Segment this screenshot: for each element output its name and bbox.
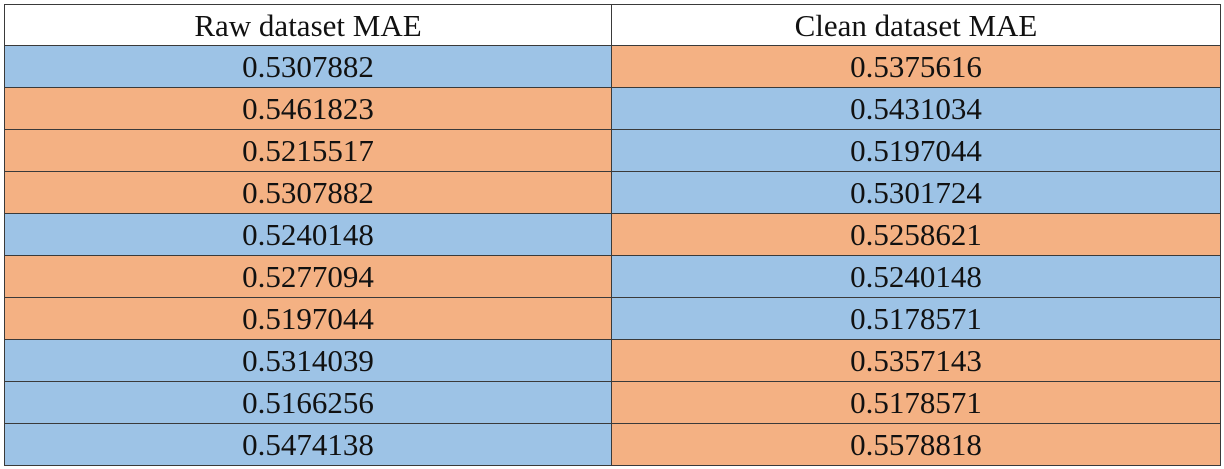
table-row: 0.5277094 0.5240148 (4, 255, 1221, 298)
table-row: 0.5215517 0.5197044 (4, 129, 1221, 172)
table-row: 0.5307882 0.5301724 (4, 171, 1221, 214)
raw-mae-cell: 0.5277094 (4, 255, 612, 298)
raw-mae-cell: 0.5461823 (4, 87, 612, 130)
table-body: 0.5307882 0.5375616 0.5461823 0.5431034 0.52… (4, 45, 1221, 466)
clean-mae-cell: 0.5197044 (611, 129, 1221, 172)
header-raw-dataset-mae: Raw dataset MAE (4, 4, 612, 46)
table-row: 0.5197044 0.5178571 (4, 297, 1221, 340)
raw-mae-cell: 0.5474138 (4, 423, 612, 466)
table-row: 0.5166256 0.5178571 (4, 381, 1221, 424)
header-row: Raw dataset MAE Clean dataset MAE (4, 4, 1221, 46)
clean-mae-cell: 0.5301724 (611, 171, 1221, 214)
raw-mae-cell: 0.5307882 (4, 171, 612, 214)
raw-mae-cell: 0.5197044 (4, 297, 612, 340)
table-row: 0.5314039 0.5357143 (4, 339, 1221, 382)
clean-mae-cell: 0.5431034 (611, 87, 1221, 130)
table-row: 0.5474138 0.5578818 (4, 423, 1221, 466)
clean-mae-cell: 0.5578818 (611, 423, 1221, 466)
raw-mae-cell: 0.5314039 (4, 339, 612, 382)
raw-mae-cell: 0.5166256 (4, 381, 612, 424)
clean-mae-cell: 0.5375616 (611, 45, 1221, 88)
raw-mae-cell: 0.5215517 (4, 129, 612, 172)
clean-mae-cell: 0.5240148 (611, 255, 1221, 298)
clean-mae-cell: 0.5258621 (611, 213, 1221, 256)
mae-comparison-table: Raw dataset MAE Clean dataset MAE 0.5307… (4, 4, 1221, 466)
table-row: 0.5461823 0.5431034 (4, 87, 1221, 130)
table-row: 0.5240148 0.5258621 (4, 213, 1221, 256)
table-row: 0.5307882 0.5375616 (4, 45, 1221, 88)
raw-mae-cell: 0.5307882 (4, 45, 612, 88)
clean-mae-cell: 0.5178571 (611, 381, 1221, 424)
clean-mae-cell: 0.5178571 (611, 297, 1221, 340)
raw-mae-cell: 0.5240148 (4, 213, 612, 256)
header-clean-dataset-mae: Clean dataset MAE (611, 4, 1221, 46)
clean-mae-cell: 0.5357143 (611, 339, 1221, 382)
